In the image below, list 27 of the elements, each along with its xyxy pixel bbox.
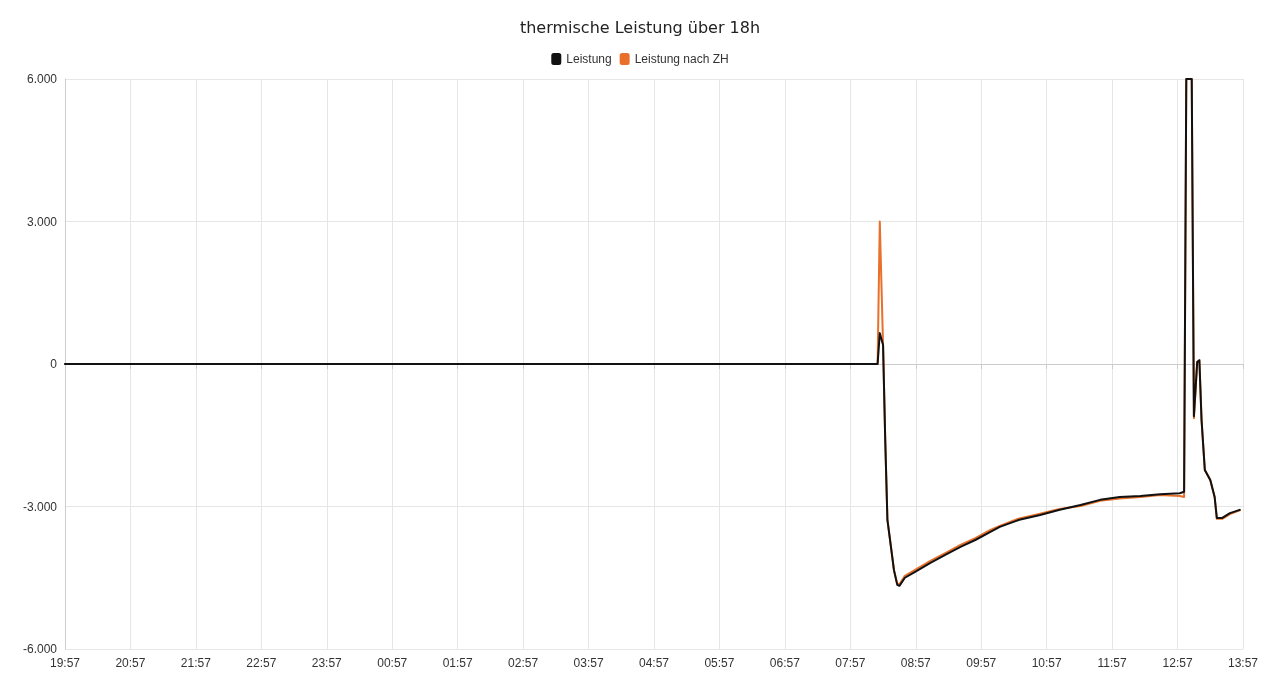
- x-tick-label: 12:57: [1162, 656, 1193, 670]
- x-tick-label: 06:57: [769, 656, 801, 670]
- x-tick-label: 05:57: [704, 656, 735, 670]
- y-tick-label: 0: [50, 357, 58, 371]
- x-tick-label: 03:57: [573, 656, 604, 670]
- x-tick-label: 09:57: [966, 656, 997, 670]
- y-tick-label: 3.000: [26, 214, 58, 229]
- x-tick-label: 02:57: [508, 656, 539, 670]
- x-tick-label: 22:57: [246, 656, 277, 670]
- x-tick-label: 08:57: [900, 656, 932, 670]
- x-tick-label: 07:57: [835, 656, 866, 670]
- x-tick-label: 21:57: [180, 656, 212, 670]
- y-tick-label: 6.000: [26, 72, 58, 86]
- legend-label: Leistung: [566, 52, 612, 66]
- x-tick-label: 13:57: [1227, 656, 1259, 670]
- x-tick-label: 01:57: [442, 656, 474, 670]
- x-tick-label: 20:57: [115, 656, 146, 670]
- x-tick-label: 11:57: [1097, 656, 1128, 670]
- y-tick-label: -3.000: [22, 499, 58, 514]
- x-tick-label: 04:57: [638, 656, 670, 670]
- y-tick-label: -6.000: [22, 642, 58, 656]
- x-tick-label: 23:57: [311, 656, 343, 670]
- x-tick-label: 10:57: [1031, 656, 1063, 670]
- x-tick-label: 19:57: [49, 656, 81, 670]
- chart-title: thermische Leistung über 18h: [519, 17, 761, 37]
- legend-label: Leistung nach ZH: [634, 52, 729, 66]
- x-tick-label: 00:57: [377, 656, 408, 670]
